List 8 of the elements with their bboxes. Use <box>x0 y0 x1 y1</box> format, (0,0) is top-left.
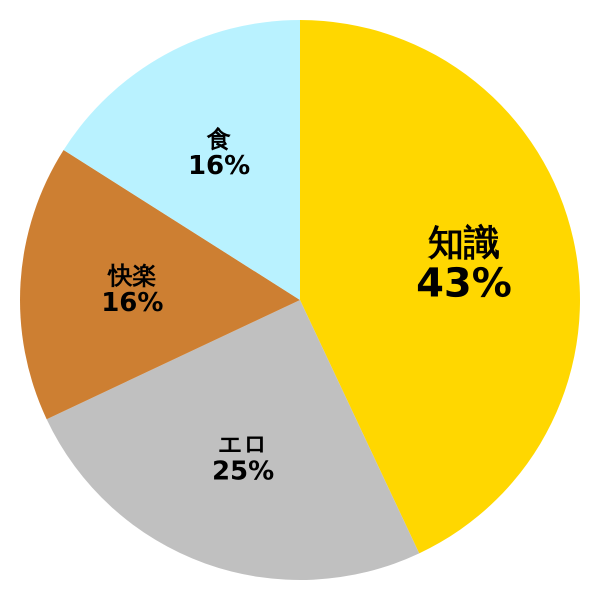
data-label: 16% <box>101 288 164 318</box>
slice-label: 快楽 <box>106 261 156 290</box>
data-label: 16% <box>188 151 250 182</box>
data-label: 25% <box>212 456 274 486</box>
slice-label: エロ <box>218 430 268 458</box>
pie-slice <box>20 150 300 420</box>
slice-label: 食 <box>206 124 232 153</box>
pie-slice <box>300 20 580 554</box>
